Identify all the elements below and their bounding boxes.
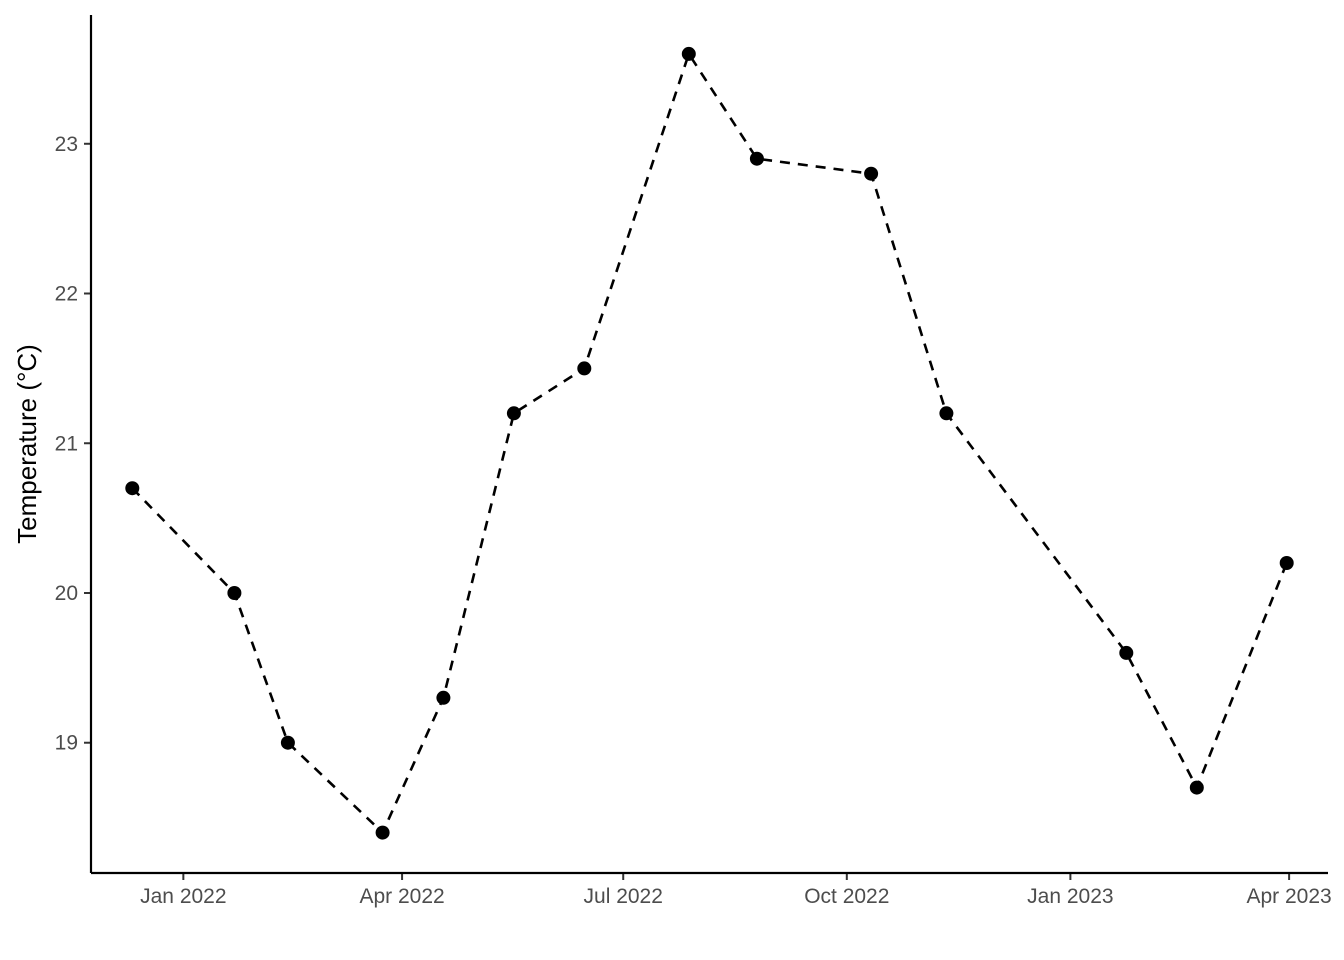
x-axis-ticks: Jan 2022 Apr 2022 Jul 2022 Oct 2022 Jan 2023… xyxy=(140,873,1332,908)
y-axis-title: Temperature (°C) xyxy=(12,344,42,544)
y-tick-label: 23 xyxy=(55,133,78,156)
x-tick-label: Apr 2022 xyxy=(359,885,444,908)
series-line xyxy=(131,50,1288,835)
data-point xyxy=(1119,645,1134,660)
data-point xyxy=(864,166,879,181)
data-point xyxy=(939,406,954,421)
data-points xyxy=(125,46,1294,840)
data-point xyxy=(436,690,451,705)
data-point xyxy=(125,481,140,496)
y-tick-label: 20 xyxy=(55,582,78,605)
x-tick-label: Oct 2022 xyxy=(804,885,889,908)
data-point xyxy=(227,586,242,600)
y-tick-label: 22 xyxy=(55,283,78,306)
data-point xyxy=(577,361,592,376)
data-point xyxy=(681,46,696,61)
y-tick-label: 21 xyxy=(55,432,78,455)
x-tick-label: Apr 2023 xyxy=(1246,885,1331,908)
y-tick-label: 19 xyxy=(55,732,78,755)
data-point xyxy=(375,825,390,840)
data-point xyxy=(280,735,295,750)
data-point xyxy=(1189,780,1204,795)
x-tick-label: Jan 2023 xyxy=(1027,885,1113,908)
data-point xyxy=(749,151,764,166)
y-axis-ticks: 19 20 21 22 23 xyxy=(55,133,91,755)
x-tick-label: Jul 2022 xyxy=(584,885,663,908)
data-point xyxy=(506,406,521,421)
data-point xyxy=(1279,556,1294,570)
x-tick-label: Jan 2022 xyxy=(140,885,226,908)
